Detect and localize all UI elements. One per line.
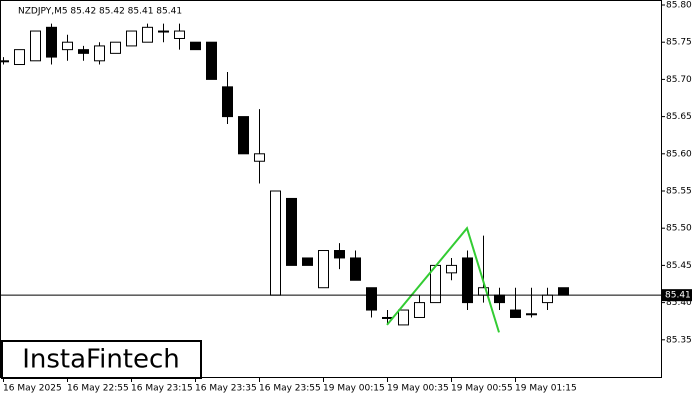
candle-body <box>174 30 185 39</box>
candle-body <box>270 190 281 296</box>
x-tick-label: 16 May 23:35 <box>195 384 257 394</box>
candle-body <box>78 49 89 54</box>
y-tick-label: 85.55 <box>666 187 692 197</box>
y-tick-label: 85.80 <box>666 1 692 11</box>
candle-body <box>190 41 201 51</box>
logo-box <box>1 340 202 379</box>
candle-body <box>206 41 217 80</box>
candle-body <box>126 30 137 47</box>
x-tick-label: 16 May 2025 <box>3 384 62 394</box>
candle-body <box>14 49 25 66</box>
y-tick-label: 85.60 <box>666 149 692 159</box>
candle-body <box>494 294 505 304</box>
x-tick-label: 16 May 23:15 <box>131 384 193 394</box>
candle-body <box>462 257 473 304</box>
candle-body <box>334 250 345 259</box>
candle-body <box>238 116 249 155</box>
candle-body <box>142 26 153 43</box>
candle-body <box>222 86 233 118</box>
candle-body <box>46 26 57 58</box>
candle-body <box>30 30 41 62</box>
x-tick-label: 16 May 23:55 <box>259 384 321 394</box>
marks <box>0 23 569 333</box>
current-price-box <box>662 289 692 302</box>
candle-body <box>398 309 409 326</box>
y-tick-label: 85.75 <box>666 38 692 48</box>
x-tick-label: 19 May 01:15 <box>515 384 577 394</box>
candle-body <box>158 30 169 33</box>
x-tick-label: 16 May 22:55 <box>67 384 129 394</box>
candle-body <box>286 197 297 266</box>
candle-body <box>366 287 377 311</box>
candle-body <box>558 287 569 296</box>
candle-body <box>62 41 73 51</box>
y-tick-label: 85.65 <box>666 112 692 122</box>
candle-body <box>414 302 425 318</box>
candle-body <box>510 309 521 318</box>
y-tick-label: 85.50 <box>666 224 692 234</box>
candle-body <box>350 257 361 281</box>
plot-frame <box>0 0 662 378</box>
candle-body <box>254 153 265 162</box>
y-tick-label: 85.45 <box>666 261 692 271</box>
candle-body <box>382 316 393 319</box>
y-tick-label: 85.70 <box>666 75 692 85</box>
candle-body <box>302 257 313 266</box>
chart-title: NZDJPY,M5 85.42 85.42 85.41 85.41 <box>18 7 182 17</box>
candle-body <box>318 250 329 289</box>
x-tick-label: 19 May 00:35 <box>387 384 449 394</box>
pattern-line <box>386 226 500 333</box>
current-price-label: 85.41 <box>665 291 691 301</box>
candle-body <box>542 294 553 304</box>
x-tick-label: 19 May 00:15 <box>323 384 385 394</box>
y-tick-label: 85.35 <box>666 335 692 345</box>
candle-body <box>446 264 457 274</box>
logo: InstaFintech <box>22 345 180 375</box>
candle-body <box>0 60 9 63</box>
y-tick-label: 85.40 <box>666 298 692 308</box>
candle-body <box>526 313 537 316</box>
candle-body <box>94 45 105 62</box>
candle-body <box>110 41 121 54</box>
x-tick-label: 19 May 00:55 <box>451 384 513 394</box>
